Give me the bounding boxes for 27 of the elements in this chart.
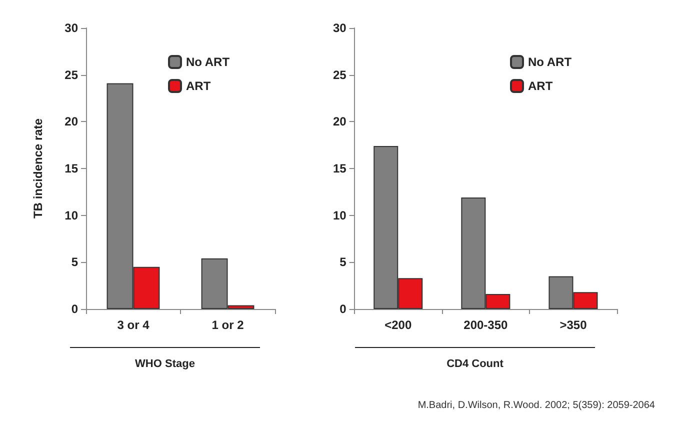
legend-label: No ART <box>528 55 572 69</box>
y-tick-label: 30 <box>332 21 347 35</box>
y-tick-label: 20 <box>332 114 347 129</box>
text: M.Badri, D.Wilson, R.Wood. 2002; 5(359): 2059-2064 <box>418 400 655 411</box>
y-tick-label: 0 <box>71 302 78 316</box>
legend-label: ART <box>186 79 212 93</box>
y-tick-label: 25 <box>64 68 78 82</box>
y-tick-label: 0 <box>340 302 347 316</box>
legend-label: No ART <box>186 55 230 69</box>
y-tick-label: 15 <box>332 162 347 176</box>
legend-label: ART <box>528 79 554 93</box>
x-tick-label: 200-350 <box>464 318 508 332</box>
x-tick-label: <200 <box>384 318 412 332</box>
y-tick-label: 20 <box>64 114 78 129</box>
x-tick-label: >350 <box>560 318 588 332</box>
x-axis-title: WHO Stage <box>70 347 260 370</box>
y-tick-label: 15 <box>64 162 78 176</box>
x-tick-label: 1 or 2 <box>212 318 244 332</box>
x-axis-title: CD4 Count <box>355 347 595 370</box>
y-tick-label: 25 <box>332 68 347 82</box>
y-tick-label: 10 <box>332 208 347 222</box>
y-tick-label: 30 <box>64 21 78 35</box>
y-axis-title: TB incidence rate <box>31 118 45 219</box>
y-tick-label: 10 <box>64 208 78 222</box>
x-tick-label: 3 or 4 <box>117 318 150 332</box>
y-tick-label: 5 <box>71 255 78 270</box>
y-tick-label: 5 <box>340 255 347 270</box>
